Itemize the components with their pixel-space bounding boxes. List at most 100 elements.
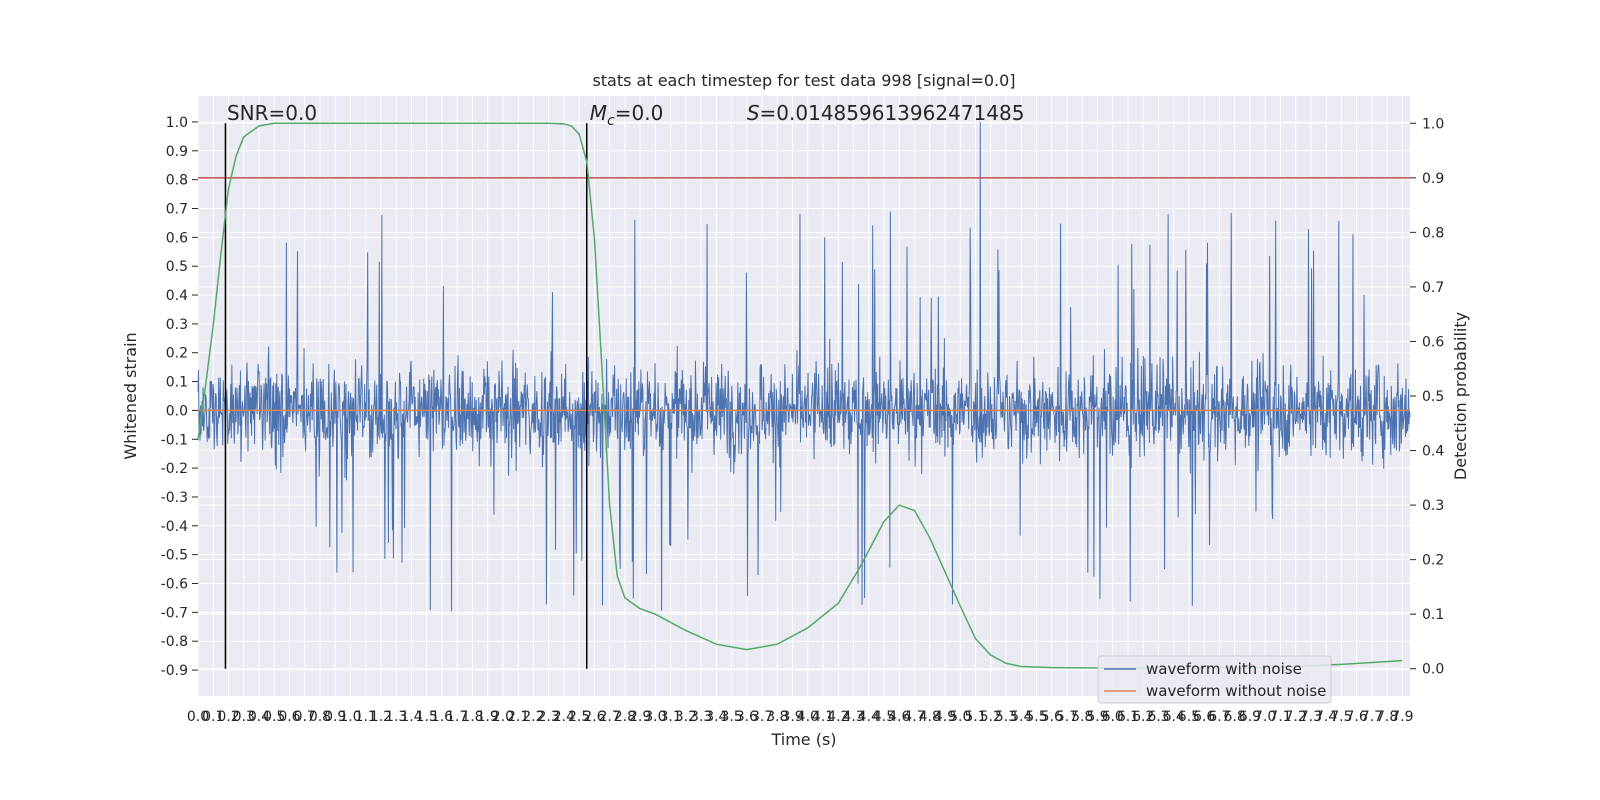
y-tick-label: 0.9 <box>166 144 188 160</box>
x-axis-label: Time (s) <box>770 730 836 749</box>
x-tick-label: 7.4 <box>1315 709 1337 725</box>
x-tick-label: 0.1 <box>202 709 224 725</box>
x-tick-label: 3.5 <box>720 709 742 725</box>
x-tick-label: 1.6 <box>431 709 453 725</box>
x-tick-label: 5.9 <box>1086 709 1108 725</box>
x-tick-label: 7.8 <box>1376 709 1398 725</box>
y-tick-label: -0.2 <box>161 461 188 477</box>
x-tick-label: 1.1 <box>355 709 377 725</box>
x-tick-label: 3.8 <box>766 709 788 725</box>
x-tick-label: 5.1 <box>964 709 986 725</box>
x-tick-label: 2.2 <box>522 709 544 725</box>
y-tick-label: -0.7 <box>161 605 188 621</box>
x-tick-label: 5.0 <box>949 709 971 725</box>
x-tick-label: 0.3 <box>233 709 255 725</box>
x-tick-label: 6.1 <box>1117 709 1139 725</box>
x-tick-label: 1.3 <box>385 709 407 725</box>
y2-tick-label: 0.1 <box>1422 607 1444 623</box>
annotation-chirp-mass: Mc=0.0 <box>590 101 664 129</box>
x-tick-label: 7.1 <box>1269 709 1291 725</box>
y2-tick-label: 0.6 <box>1422 334 1444 350</box>
right-axis-ticks: 1.0 0.9 0.8 0.7 0.6 0.5 0.4 0.3 0.2 0.1 0.0 <box>1410 116 1444 678</box>
series-detection-probability <box>197 122 1403 669</box>
x-tick-label: 0.0 <box>187 709 209 725</box>
x-tick-label: 1.0 <box>339 709 361 725</box>
x-tick-label: 6.9 <box>1239 709 1261 725</box>
y-tick-label: -0.4 <box>161 519 188 535</box>
y-tick-label: 1.0 <box>166 115 188 131</box>
annotation-chirp-mass-value: =0.0 <box>615 101 664 125</box>
x-tick-label: 5.2 <box>980 709 1002 725</box>
x-tick-label: 3.3 <box>690 709 712 725</box>
y-tick-label: -0.3 <box>161 490 188 506</box>
x-tick-label: 1.4 <box>400 709 422 725</box>
x-tick-label: 7.3 <box>1300 709 1322 725</box>
x-axis-ticks: 0.00.10.20.30.40.50.60.70.80.91.01.11.21… <box>187 709 1414 725</box>
annotation-statistic: S=0.014859613962471485 <box>747 101 1025 125</box>
y2-axis-label: Detection probability <box>1451 312 1470 480</box>
x-tick-label: 3.9 <box>781 709 803 725</box>
y-tick-label: 0.2 <box>166 346 188 362</box>
y-tick-label: 0.8 <box>166 173 188 189</box>
y-tick-label: -0.8 <box>161 634 188 650</box>
x-tick-label: 3.6 <box>736 709 758 725</box>
x-tick-label: 2.0 <box>492 709 514 725</box>
x-tick-label: 0.6 <box>278 709 300 725</box>
x-tick-label: 2.8 <box>614 709 636 725</box>
y-tick-label: -0.1 <box>161 432 188 448</box>
y-tick-label: 0.0 <box>166 403 188 419</box>
x-tick-label: 6.8 <box>1224 709 1246 725</box>
x-tick-label: 3.7 <box>751 709 773 725</box>
y-axis-label: Whitened strain <box>121 332 140 459</box>
legend-label-waveform-without-noise: waveform without noise <box>1146 682 1326 700</box>
x-tick-label: 6.7 <box>1208 709 1230 725</box>
y2-tick-label: 0.2 <box>1422 553 1444 569</box>
x-tick-label: 2.3 <box>538 709 560 725</box>
annotation-statistic-symbol: S <box>747 101 760 125</box>
x-tick-label: 2.6 <box>583 709 605 725</box>
y-tick-label: 0.4 <box>166 288 188 304</box>
x-tick-label: 1.7 <box>446 709 468 725</box>
y-tick-label: -0.5 <box>161 548 188 564</box>
x-tick-label: 6.0 <box>1102 709 1124 725</box>
x-tick-label: 4.2 <box>827 709 849 725</box>
x-tick-label: 4.5 <box>873 709 895 725</box>
x-tick-label: 0.4 <box>248 709 270 725</box>
y2-tick-label: 0.9 <box>1422 171 1444 187</box>
x-tick-label: 5.6 <box>1041 709 1063 725</box>
x-tick-label: 4.0 <box>797 709 819 725</box>
legend-label-waveform-with-noise: waveform with noise <box>1146 660 1302 678</box>
y2-tick-label: 0.0 <box>1422 662 1444 678</box>
x-tick-label: 3.4 <box>705 709 727 725</box>
x-tick-label: 5.7 <box>1056 709 1078 725</box>
x-tick-label: 4.8 <box>919 709 941 725</box>
y-tick-label: -0.9 <box>161 663 188 679</box>
x-tick-label: 7.2 <box>1285 709 1307 725</box>
annotation-chirp-mass-symbol: M <box>590 101 607 125</box>
x-tick-label: 1.2 <box>370 709 392 725</box>
x-tick-label: 3.1 <box>659 709 681 725</box>
x-tick-label: 5.8 <box>1071 709 1093 725</box>
x-tick-label: 7.6 <box>1346 709 1368 725</box>
y-tick-label: 0.7 <box>166 202 188 218</box>
x-tick-label: 5.4 <box>1010 709 1032 725</box>
legend-box <box>1097 655 1332 704</box>
x-tick-label: 2.9 <box>629 709 651 725</box>
x-tick-label: 3.2 <box>675 709 697 725</box>
y2-tick-label: 1.0 <box>1422 116 1444 132</box>
y-tick-label: 0.6 <box>166 230 188 246</box>
y2-tick-label: 0.7 <box>1422 280 1444 296</box>
x-tick-label: 6.5 <box>1178 709 1200 725</box>
x-tick-label: 7.0 <box>1254 709 1276 725</box>
x-tick-label: 7.7 <box>1361 709 1383 725</box>
y2-tick-label: 0.3 <box>1422 498 1444 514</box>
chart-title: stats at each timestep for test data 998… <box>592 71 1015 90</box>
x-tick-label: 1.9 <box>477 709 499 725</box>
x-tick-label: 2.1 <box>507 709 529 725</box>
annotation-statistic-value: =0.014859613962471485 <box>760 101 1025 125</box>
left-axis-ticks: 1.0 0.9 0.8 0.7 0.6 0.5 0.4 0.3 0.2 0.1 0.0 -0.1 -0.… <box>161 115 198 679</box>
x-tick-label: 5.5 <box>1025 709 1047 725</box>
annotation-snr: SNR=0.0 <box>227 101 317 125</box>
x-tick-label: 4.1 <box>812 709 834 725</box>
series-waveform-with-noise <box>197 121 1411 612</box>
